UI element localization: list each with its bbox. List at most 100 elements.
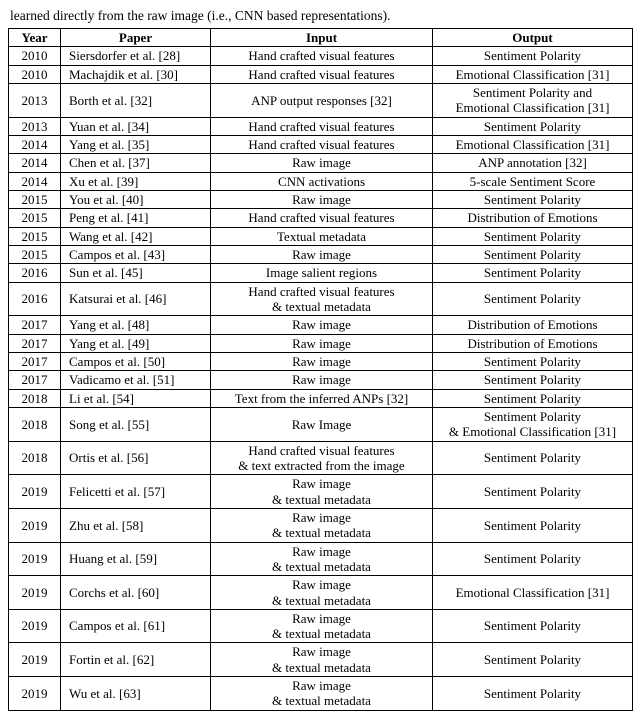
- cell-year: 2010: [9, 65, 61, 83]
- table-row: 2015You et al. [40]Raw imageSentiment Po…: [9, 190, 633, 208]
- cell-input: Hand crafted visual features: [211, 117, 433, 135]
- cell-input: Raw image: [211, 334, 433, 352]
- cell-year: 2018: [9, 389, 61, 407]
- cell-output: Sentiment Polarity: [433, 371, 633, 389]
- cell-paper: Zhu et al. [58]: [61, 508, 211, 542]
- cell-output: Sentiment Polarity: [433, 475, 633, 509]
- cell-paper: Sun et al. [45]: [61, 264, 211, 282]
- cell-paper: Yang et al. [35]: [61, 135, 211, 153]
- cell-input: Hand crafted visual features: [211, 47, 433, 65]
- cell-paper: Vadicamo et al. [51]: [61, 371, 211, 389]
- cell-input: Text from the inferred ANPs [32]: [211, 389, 433, 407]
- cell-year: 2015: [9, 227, 61, 245]
- cell-year: 2017: [9, 352, 61, 370]
- cell-paper: Corchs et al. [60]: [61, 576, 211, 610]
- cell-year: 2013: [9, 117, 61, 135]
- cell-year: 2017: [9, 316, 61, 334]
- cell-paper: Machajdik et al. [30]: [61, 65, 211, 83]
- cell-year: 2019: [9, 677, 61, 711]
- table-row: 2018Song et al. [55]Raw ImageSentiment P…: [9, 407, 633, 441]
- cell-output: Sentiment Polarity& Emotional Classifica…: [433, 407, 633, 441]
- table-row: 2014Xu et al. [39]CNN activations5-scale…: [9, 172, 633, 190]
- cell-output: Sentiment Polarity: [433, 441, 633, 475]
- cell-paper: Siersdorfer et al. [28]: [61, 47, 211, 65]
- cell-paper: Yang et al. [48]: [61, 316, 211, 334]
- cell-paper: Xu et al. [39]: [61, 172, 211, 190]
- cell-paper: Yang et al. [49]: [61, 334, 211, 352]
- cell-input: Textual metadata: [211, 227, 433, 245]
- cell-year: 2019: [9, 475, 61, 509]
- cell-paper: Campos et al. [61]: [61, 609, 211, 643]
- table-row: 2010Machajdik et al. [30]Hand crafted vi…: [9, 65, 633, 83]
- table-row: 2019Wu et al. [63]Raw image& textual met…: [9, 677, 633, 711]
- cell-input: Raw image& textual metadata: [211, 609, 433, 643]
- cell-output: Emotional Classification [31]: [433, 135, 633, 153]
- cell-output: Sentiment Polarity: [433, 282, 633, 316]
- cell-year: 2019: [9, 542, 61, 576]
- table-row: 2014Chen et al. [37]Raw imageANP annotat…: [9, 154, 633, 172]
- papers-table: Year Paper Input Output 2010Siersdorfer …: [8, 28, 633, 711]
- table-row: 2018Ortis et al. [56]Hand crafted visual…: [9, 441, 633, 475]
- cell-output: Sentiment Polarity: [433, 542, 633, 576]
- cell-year: 2013: [9, 83, 61, 117]
- table-row: 2017Vadicamo et al. [51]Raw imageSentime…: [9, 371, 633, 389]
- cell-output: Sentiment Polarity: [433, 245, 633, 263]
- col-header-input: Input: [211, 29, 433, 47]
- table-header-row: Year Paper Input Output: [9, 29, 633, 47]
- cell-year: 2014: [9, 135, 61, 153]
- cell-year: 2018: [9, 407, 61, 441]
- cell-output: Distribution of Emotions: [433, 209, 633, 227]
- cell-input: Hand crafted visual features: [211, 209, 433, 227]
- col-header-paper: Paper: [61, 29, 211, 47]
- table-row: 2017Campos et al. [50]Raw imageSentiment…: [9, 352, 633, 370]
- cell-year: 2016: [9, 282, 61, 316]
- col-header-output: Output: [433, 29, 633, 47]
- cell-input: CNN activations: [211, 172, 433, 190]
- cell-paper: Wang et al. [42]: [61, 227, 211, 245]
- cell-year: 2015: [9, 245, 61, 263]
- cell-input: Hand crafted visual features: [211, 65, 433, 83]
- table-row: 2019Zhu et al. [58]Raw image& textual me…: [9, 508, 633, 542]
- cell-output: Sentiment Polarity: [433, 190, 633, 208]
- cell-year: 2014: [9, 154, 61, 172]
- table-row: 2014Yang et al. [35]Hand crafted visual …: [9, 135, 633, 153]
- cell-output: Emotional Classification [31]: [433, 65, 633, 83]
- table-row: 2019Fortin et al. [62]Raw image& textual…: [9, 643, 633, 677]
- cell-output: Distribution of Emotions: [433, 334, 633, 352]
- cell-output: 5-scale Sentiment Score: [433, 172, 633, 190]
- cell-year: 2015: [9, 190, 61, 208]
- cell-input: Raw image: [211, 316, 433, 334]
- table-row: 2010Siersdorfer et al. [28]Hand crafted …: [9, 47, 633, 65]
- cell-input: Raw image: [211, 352, 433, 370]
- cell-paper: Wu et al. [63]: [61, 677, 211, 711]
- cell-input: Raw image& textual metadata: [211, 475, 433, 509]
- cell-input: Raw image& textual metadata: [211, 576, 433, 610]
- cell-year: 2019: [9, 609, 61, 643]
- cell-year: 2017: [9, 371, 61, 389]
- cell-input: Raw image& textual metadata: [211, 643, 433, 677]
- cell-paper: Borth et al. [32]: [61, 83, 211, 117]
- cell-paper: Ortis et al. [56]: [61, 441, 211, 475]
- cell-output: Sentiment Polarity: [433, 677, 633, 711]
- cell-output: Sentiment Polarity: [433, 47, 633, 65]
- table-caption: learned directly from the raw image (i.e…: [10, 8, 632, 24]
- table-row: 2019Campos et al. [61]Raw image& textual…: [9, 609, 633, 643]
- cell-paper: You et al. [40]: [61, 190, 211, 208]
- cell-paper: Campos et al. [50]: [61, 352, 211, 370]
- cell-output: Sentiment Polarity: [433, 117, 633, 135]
- cell-output: Sentiment Polarity: [433, 352, 633, 370]
- cell-paper: Yuan et al. [34]: [61, 117, 211, 135]
- col-header-year: Year: [9, 29, 61, 47]
- cell-paper: Fortin et al. [62]: [61, 643, 211, 677]
- cell-paper: Huang et al. [59]: [61, 542, 211, 576]
- table-row: 2015Peng et al. [41]Hand crafted visual …: [9, 209, 633, 227]
- cell-year: 2018: [9, 441, 61, 475]
- table-row: 2013Borth et al. [32]ANP output response…: [9, 83, 633, 117]
- cell-output: Sentiment Polarity andEmotional Classifi…: [433, 83, 633, 117]
- cell-year: 2014: [9, 172, 61, 190]
- cell-input: Hand crafted visual features& textual me…: [211, 282, 433, 316]
- cell-paper: Felicetti et al. [57]: [61, 475, 211, 509]
- table-row: 2019Corchs et al. [60]Raw image& textual…: [9, 576, 633, 610]
- cell-output: Sentiment Polarity: [433, 643, 633, 677]
- table-row: 2019Felicetti et al. [57]Raw image& text…: [9, 475, 633, 509]
